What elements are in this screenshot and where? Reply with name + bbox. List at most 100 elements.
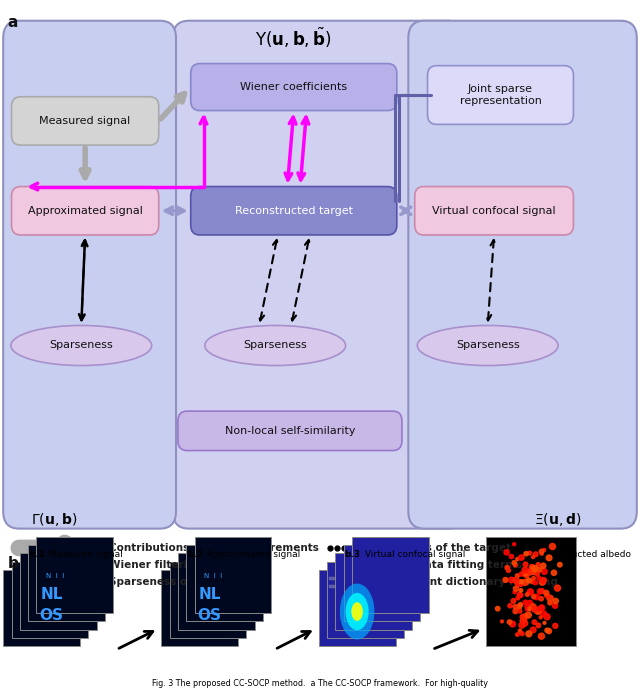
- Ellipse shape: [351, 603, 363, 621]
- Point: [497, 616, 507, 627]
- Point: [515, 606, 525, 617]
- Point: [502, 562, 512, 573]
- Point: [520, 618, 530, 629]
- Ellipse shape: [340, 583, 374, 640]
- Point: [527, 566, 537, 577]
- Point: [525, 586, 536, 597]
- Point: [522, 604, 532, 615]
- Point: [547, 541, 557, 552]
- Point: [506, 574, 516, 585]
- Point: [530, 577, 540, 588]
- FancyBboxPatch shape: [12, 97, 159, 145]
- Text: Reconstructed albedo: Reconstructed albedo: [529, 550, 631, 559]
- Bar: [486, 537, 576, 646]
- Point: [505, 600, 515, 612]
- Text: Priors of the target: Priors of the target: [397, 543, 511, 553]
- Point: [545, 597, 555, 608]
- Point: [504, 616, 515, 627]
- Point: [528, 551, 538, 562]
- Text: $\Xi(\mathbf{u},\mathbf{d})$: $\Xi(\mathbf{u},\mathbf{d})$: [534, 511, 582, 528]
- Point: [530, 563, 540, 574]
- Point: [517, 628, 527, 639]
- Text: b.1: b.1: [29, 550, 45, 559]
- Bar: [352, 537, 429, 613]
- Bar: [335, 553, 412, 630]
- Text: Data fitting terms: Data fitting terms: [416, 560, 522, 569]
- Point: [550, 600, 560, 611]
- Point: [518, 611, 529, 622]
- Ellipse shape: [205, 325, 346, 366]
- Point: [540, 617, 550, 628]
- Bar: [195, 537, 271, 613]
- Text: Sparseness: Sparseness: [456, 341, 520, 350]
- Text: Fig. 3 The proposed CC-SOCP method.  a The CC-SOCP framework.  For high-quality: Fig. 3 The proposed CC-SOCP method. a Th…: [152, 679, 488, 688]
- Text: OS: OS: [198, 608, 221, 623]
- Bar: [186, 545, 263, 621]
- Point: [512, 629, 522, 640]
- Bar: [327, 562, 404, 638]
- Text: Virtual confocal signal: Virtual confocal signal: [432, 206, 556, 216]
- Point: [538, 575, 548, 586]
- Point: [516, 585, 526, 596]
- Bar: [3, 570, 80, 646]
- Point: [545, 593, 556, 604]
- Point: [529, 616, 540, 627]
- Point: [534, 573, 544, 584]
- Text: Approximated signal: Approximated signal: [28, 206, 143, 216]
- Point: [508, 596, 518, 607]
- Point: [522, 589, 532, 600]
- Point: [512, 553, 522, 565]
- Point: [503, 565, 513, 576]
- Bar: [178, 553, 255, 630]
- Point: [509, 539, 519, 550]
- Point: [541, 587, 552, 598]
- Text: Measured signal: Measured signal: [40, 116, 131, 126]
- Point: [512, 570, 522, 581]
- Text: $\Gamma(\mathbf{u},\mathbf{b})$: $\Gamma(\mathbf{u},\mathbf{b})$: [31, 511, 77, 528]
- Point: [527, 563, 537, 574]
- Text: Virtual confocal signal: Virtual confocal signal: [362, 550, 465, 559]
- Point: [524, 575, 534, 586]
- FancyBboxPatch shape: [415, 187, 573, 235]
- Text: a: a: [8, 15, 18, 30]
- Text: N  I  I: N I I: [204, 573, 222, 579]
- Bar: [28, 545, 105, 621]
- Text: OS: OS: [40, 608, 63, 623]
- Bar: [12, 562, 88, 638]
- Point: [517, 576, 527, 587]
- Text: NL: NL: [40, 587, 63, 602]
- Point: [550, 596, 561, 607]
- Point: [529, 573, 539, 584]
- FancyBboxPatch shape: [173, 21, 464, 529]
- Point: [510, 606, 520, 617]
- Point: [552, 583, 563, 594]
- Point: [533, 559, 543, 570]
- Text: $\Upsilon(\mathbf{u},\mathbf{b},\tilde{\mathbf{b}})$: $\Upsilon(\mathbf{u},\mathbf{b},\tilde{\…: [255, 26, 332, 50]
- Point: [533, 620, 543, 631]
- Text: b: b: [8, 556, 19, 571]
- Point: [523, 601, 533, 612]
- Point: [516, 590, 526, 601]
- Text: Wiener coefficients: Wiener coefficients: [240, 82, 348, 92]
- Point: [537, 577, 547, 588]
- Point: [508, 618, 518, 630]
- Point: [510, 560, 520, 571]
- Point: [516, 552, 527, 563]
- Point: [537, 548, 547, 559]
- Point: [536, 602, 547, 613]
- FancyBboxPatch shape: [408, 21, 637, 529]
- Point: [525, 567, 536, 578]
- Point: [536, 546, 547, 557]
- Text: Non-local self-similarity: Non-local self-similarity: [225, 426, 355, 436]
- Point: [542, 612, 552, 623]
- Point: [520, 577, 531, 588]
- Point: [509, 557, 519, 568]
- Ellipse shape: [346, 593, 369, 630]
- Text: N  I  I: N I I: [45, 573, 64, 579]
- Point: [516, 620, 527, 631]
- Text: b.4: b.4: [512, 550, 528, 559]
- Text: Contributions of the measurements: Contributions of the measurements: [109, 543, 319, 553]
- Point: [536, 612, 546, 623]
- Point: [515, 625, 525, 636]
- Point: [537, 602, 547, 613]
